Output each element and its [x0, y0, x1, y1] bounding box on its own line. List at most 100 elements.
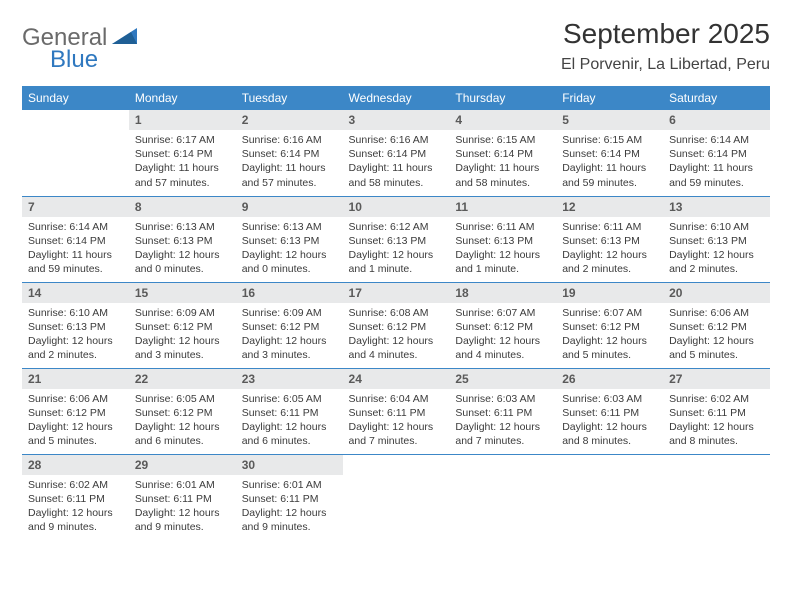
sunset-text: Sunset: 6:12 PM	[242, 320, 337, 334]
sunset-text: Sunset: 6:13 PM	[242, 234, 337, 248]
day-details: Sunrise: 6:02 AMSunset: 6:11 PMDaylight:…	[663, 389, 770, 453]
daylight-text: Daylight: 12 hours and 5 minutes.	[562, 334, 657, 362]
day-number: 10	[343, 197, 450, 217]
calendar-day-cell: 19Sunrise: 6:07 AMSunset: 6:12 PMDayligh…	[556, 282, 663, 368]
weekday-friday: Friday	[556, 86, 663, 110]
day-number: 28	[22, 455, 129, 475]
sunset-text: Sunset: 6:14 PM	[28, 234, 123, 248]
day-number: 9	[236, 197, 343, 217]
sunrise-text: Sunrise: 6:05 AM	[135, 392, 230, 406]
sunset-text: Sunset: 6:14 PM	[562, 147, 657, 161]
sunrise-text: Sunrise: 6:15 AM	[562, 133, 657, 147]
sunrise-text: Sunrise: 6:05 AM	[242, 392, 337, 406]
sunset-text: Sunset: 6:11 PM	[242, 406, 337, 420]
calendar-page: General Blue September 2025 El Porvenir,…	[0, 0, 792, 540]
sunset-text: Sunset: 6:13 PM	[349, 234, 444, 248]
calendar-day-cell: 23Sunrise: 6:05 AMSunset: 6:11 PMDayligh…	[236, 368, 343, 454]
daylight-text: Daylight: 12 hours and 5 minutes.	[28, 420, 123, 448]
location-text: El Porvenir, La Libertad, Peru	[561, 56, 770, 74]
sunrise-text: Sunrise: 6:17 AM	[135, 133, 230, 147]
daylight-text: Daylight: 11 hours and 57 minutes.	[135, 161, 230, 189]
daylight-text: Daylight: 12 hours and 9 minutes.	[135, 506, 230, 534]
daylight-text: Daylight: 12 hours and 4 minutes.	[349, 334, 444, 362]
sunset-text: Sunset: 6:13 PM	[28, 320, 123, 334]
sunrise-text: Sunrise: 6:02 AM	[669, 392, 764, 406]
calendar-day-cell: 5Sunrise: 6:15 AMSunset: 6:14 PMDaylight…	[556, 110, 663, 196]
sunset-text: Sunset: 6:12 PM	[349, 320, 444, 334]
sunrise-text: Sunrise: 6:03 AM	[455, 392, 550, 406]
day-details: Sunrise: 6:15 AMSunset: 6:14 PMDaylight:…	[556, 130, 663, 194]
sunrise-text: Sunrise: 6:01 AM	[135, 478, 230, 492]
weekday-wednesday: Wednesday	[343, 86, 450, 110]
day-number: 25	[449, 369, 556, 389]
day-number-empty	[556, 455, 663, 475]
day-details: Sunrise: 6:03 AMSunset: 6:11 PMDaylight:…	[556, 389, 663, 453]
daylight-text: Daylight: 12 hours and 6 minutes.	[242, 420, 337, 448]
sunrise-text: Sunrise: 6:13 AM	[242, 220, 337, 234]
sunrise-text: Sunrise: 6:13 AM	[135, 220, 230, 234]
daylight-text: Daylight: 12 hours and 3 minutes.	[242, 334, 337, 362]
calendar-day-cell: 16Sunrise: 6:09 AMSunset: 6:12 PMDayligh…	[236, 282, 343, 368]
day-number: 2	[236, 110, 343, 130]
calendar-day-cell: 6Sunrise: 6:14 AMSunset: 6:14 PMDaylight…	[663, 110, 770, 196]
day-details: Sunrise: 6:04 AMSunset: 6:11 PMDaylight:…	[343, 389, 450, 453]
day-number: 29	[129, 455, 236, 475]
day-number: 30	[236, 455, 343, 475]
day-details: Sunrise: 6:09 AMSunset: 6:12 PMDaylight:…	[236, 303, 343, 367]
sunset-text: Sunset: 6:12 PM	[135, 406, 230, 420]
calendar-day-cell: 13Sunrise: 6:10 AMSunset: 6:13 PMDayligh…	[663, 196, 770, 282]
calendar-day-cell: 27Sunrise: 6:02 AMSunset: 6:11 PMDayligh…	[663, 368, 770, 454]
daylight-text: Daylight: 12 hours and 0 minutes.	[135, 248, 230, 276]
day-details: Sunrise: 6:07 AMSunset: 6:12 PMDaylight:…	[556, 303, 663, 367]
weekday-tuesday: Tuesday	[236, 86, 343, 110]
calendar-day-cell: 26Sunrise: 6:03 AMSunset: 6:11 PMDayligh…	[556, 368, 663, 454]
daylight-text: Daylight: 12 hours and 5 minutes.	[669, 334, 764, 362]
calendar-day-cell: 9Sunrise: 6:13 AMSunset: 6:13 PMDaylight…	[236, 196, 343, 282]
sunset-text: Sunset: 6:14 PM	[455, 147, 550, 161]
day-number: 12	[556, 197, 663, 217]
calendar-day-cell: 7Sunrise: 6:14 AMSunset: 6:14 PMDaylight…	[22, 196, 129, 282]
day-number: 8	[129, 197, 236, 217]
day-number: 3	[343, 110, 450, 130]
sunrise-text: Sunrise: 6:14 AM	[28, 220, 123, 234]
day-details: Sunrise: 6:01 AMSunset: 6:11 PMDaylight:…	[236, 475, 343, 539]
month-title: September 2025	[561, 18, 770, 50]
sunset-text: Sunset: 6:12 PM	[28, 406, 123, 420]
sunset-text: Sunset: 6:12 PM	[135, 320, 230, 334]
day-details: Sunrise: 6:15 AMSunset: 6:14 PMDaylight:…	[449, 130, 556, 194]
logo-text-block: General Blue	[22, 26, 138, 74]
sunrise-text: Sunrise: 6:07 AM	[455, 306, 550, 320]
sunrise-text: Sunrise: 6:08 AM	[349, 306, 444, 320]
day-details: Sunrise: 6:13 AMSunset: 6:13 PMDaylight:…	[236, 217, 343, 281]
day-number: 20	[663, 283, 770, 303]
day-number: 18	[449, 283, 556, 303]
weekday-header-row: Sunday Monday Tuesday Wednesday Thursday…	[22, 86, 770, 110]
daylight-text: Daylight: 11 hours and 59 minutes.	[28, 248, 123, 276]
daylight-text: Daylight: 12 hours and 7 minutes.	[455, 420, 550, 448]
sunset-text: Sunset: 6:13 PM	[455, 234, 550, 248]
sunset-text: Sunset: 6:14 PM	[669, 147, 764, 161]
sunrise-text: Sunrise: 6:10 AM	[28, 306, 123, 320]
day-details: Sunrise: 6:03 AMSunset: 6:11 PMDaylight:…	[449, 389, 556, 453]
day-number: 26	[556, 369, 663, 389]
day-number-empty	[22, 110, 129, 130]
day-number: 17	[343, 283, 450, 303]
sunrise-text: Sunrise: 6:10 AM	[669, 220, 764, 234]
sunset-text: Sunset: 6:12 PM	[669, 320, 764, 334]
sunset-text: Sunset: 6:14 PM	[349, 147, 444, 161]
day-details: Sunrise: 6:11 AMSunset: 6:13 PMDaylight:…	[556, 217, 663, 281]
calendar-day-cell	[343, 454, 450, 540]
daylight-text: Daylight: 12 hours and 0 minutes.	[242, 248, 337, 276]
daylight-text: Daylight: 11 hours and 59 minutes.	[562, 161, 657, 189]
day-number: 15	[129, 283, 236, 303]
day-number: 6	[663, 110, 770, 130]
calendar-day-cell: 3Sunrise: 6:16 AMSunset: 6:14 PMDaylight…	[343, 110, 450, 196]
calendar-day-cell: 4Sunrise: 6:15 AMSunset: 6:14 PMDaylight…	[449, 110, 556, 196]
day-details: Sunrise: 6:06 AMSunset: 6:12 PMDaylight:…	[22, 389, 129, 453]
day-details: Sunrise: 6:10 AMSunset: 6:13 PMDaylight:…	[663, 217, 770, 281]
daylight-text: Daylight: 12 hours and 2 minutes.	[562, 248, 657, 276]
day-details: Sunrise: 6:02 AMSunset: 6:11 PMDaylight:…	[22, 475, 129, 539]
sunset-text: Sunset: 6:13 PM	[562, 234, 657, 248]
sunrise-text: Sunrise: 6:15 AM	[455, 133, 550, 147]
sunrise-text: Sunrise: 6:09 AM	[135, 306, 230, 320]
